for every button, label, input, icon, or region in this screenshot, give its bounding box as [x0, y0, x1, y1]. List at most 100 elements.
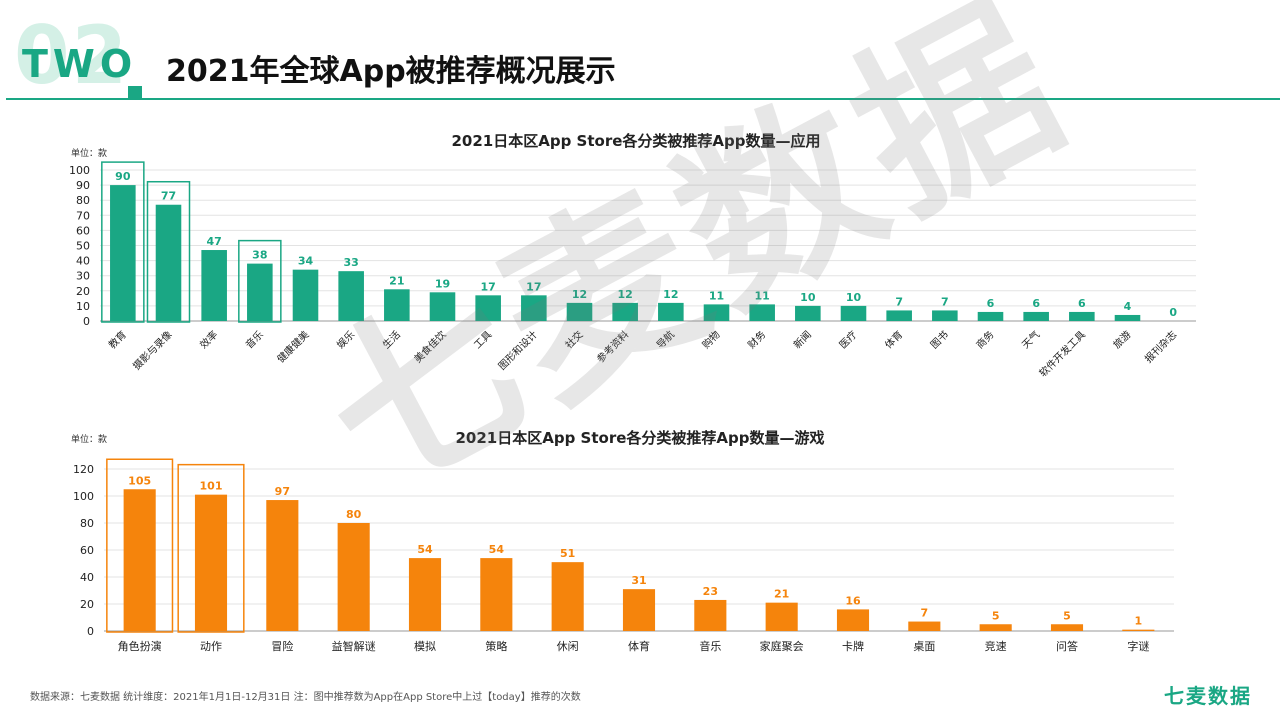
- bar: [694, 599, 727, 631]
- data-source-note: 数据来源：七麦数据 统计维度：2021年1月1日-12月31日 注：图中推荐数为…: [30, 692, 581, 703]
- data-label: 77: [161, 190, 176, 203]
- category-label: 冒险: [271, 639, 293, 653]
- data-label: 31: [631, 574, 646, 587]
- data-label: 38: [252, 249, 267, 262]
- unit-label: 单位：款: [71, 433, 107, 445]
- brand-logo-text: 七麦数据: [1164, 684, 1252, 708]
- data-label: 47: [207, 235, 222, 248]
- y-tick-label: 20: [76, 285, 90, 298]
- y-tick-label: 10: [76, 300, 90, 313]
- y-tick-label: 20: [80, 598, 94, 611]
- bar: [836, 609, 870, 631]
- bar: [475, 295, 501, 321]
- data-label: 101: [200, 480, 223, 493]
- data-label: 7: [895, 295, 903, 308]
- data-label: 97: [275, 485, 290, 498]
- y-tick-label: 80: [80, 517, 94, 530]
- data-label: 12: [618, 288, 633, 301]
- data-label: 23: [703, 585, 718, 598]
- data-label: 19: [435, 277, 450, 290]
- category-label: 益智解谜: [332, 639, 376, 653]
- bar: [338, 271, 364, 321]
- bar: [521, 295, 547, 321]
- bar: [908, 621, 941, 631]
- bar: [201, 250, 227, 321]
- data-label: 17: [481, 280, 496, 293]
- category-label: 竞速: [985, 639, 1007, 653]
- bar: [1122, 629, 1155, 631]
- data-label: 6: [1078, 297, 1086, 310]
- highlight-box: [238, 239, 282, 323]
- bar: [765, 602, 798, 631]
- data-label: 21: [389, 274, 404, 287]
- y-tick-label: 0: [87, 625, 94, 638]
- highlight-box: [177, 463, 245, 633]
- category-label: 策略: [485, 639, 507, 653]
- bar: [384, 289, 410, 321]
- data-label: 10: [846, 291, 862, 304]
- y-tick-label: 50: [76, 240, 90, 253]
- page-title: 2021年全球App被推荐概况展示: [166, 54, 616, 89]
- data-label: 80: [346, 508, 362, 521]
- category-label: 体育: [628, 639, 650, 653]
- bar: [247, 263, 273, 321]
- data-label: 5: [992, 609, 1000, 622]
- data-label: 12: [572, 288, 587, 301]
- bar: [566, 302, 593, 321]
- y-tick-label: 0: [83, 315, 90, 328]
- category-label: 音乐: [699, 639, 721, 653]
- data-label: 33: [344, 256, 359, 269]
- category-label: 动作: [200, 640, 222, 653]
- bar: [977, 311, 1004, 321]
- title-accent-mark: [128, 86, 142, 98]
- bar: [1114, 314, 1141, 321]
- y-tick-label: 100: [69, 164, 90, 177]
- category-label: 休闲: [557, 639, 579, 653]
- data-label: 6: [987, 297, 995, 310]
- data-label: 7: [921, 607, 929, 620]
- header-divider: [6, 98, 1280, 100]
- y-tick-label: 30: [76, 270, 90, 283]
- bar: [840, 305, 867, 321]
- highlight-box: [146, 180, 191, 323]
- category-label: 卡牌: [842, 639, 864, 653]
- highlight-box: [106, 458, 174, 633]
- data-label: 1: [1135, 615, 1143, 628]
- data-label: 54: [489, 543, 505, 556]
- y-tick-label: 90: [76, 179, 90, 192]
- data-label: 10: [800, 291, 816, 304]
- data-label: 51: [560, 547, 575, 560]
- y-tick-label: 70: [76, 209, 90, 222]
- data-label: 0: [1169, 306, 1177, 319]
- chart-title: 2021日本区App Store各分类被推荐App数量—应用: [452, 132, 821, 150]
- bar: [932, 310, 958, 321]
- unit-label: 单位：款: [71, 147, 107, 159]
- data-label: 5: [1063, 609, 1071, 622]
- category-label: 问答: [1056, 639, 1078, 653]
- data-label: 4: [1124, 300, 1132, 313]
- data-label: 105: [128, 474, 151, 487]
- bar: [622, 589, 656, 631]
- data-label: 6: [1032, 297, 1040, 310]
- y-tick-label: 120: [73, 463, 94, 476]
- data-label: 16: [845, 594, 861, 607]
- bar: [123, 489, 156, 631]
- section-word: TWO: [22, 42, 138, 86]
- bar: [155, 204, 182, 321]
- bar: [266, 500, 299, 631]
- highlight-box: [101, 161, 145, 323]
- bar: [749, 304, 775, 321]
- data-label: 11: [709, 289, 724, 302]
- category-label: 模拟: [414, 639, 436, 653]
- category-label: 字谜: [1127, 639, 1149, 653]
- y-tick-label: 40: [80, 571, 94, 584]
- category-label: 桌面: [913, 640, 935, 653]
- bar: [979, 624, 1012, 631]
- y-tick-label: 60: [80, 544, 94, 557]
- category-label: 家庭聚会: [760, 639, 804, 653]
- bar: [292, 269, 319, 321]
- bar: [1050, 624, 1084, 631]
- bar: [886, 310, 912, 321]
